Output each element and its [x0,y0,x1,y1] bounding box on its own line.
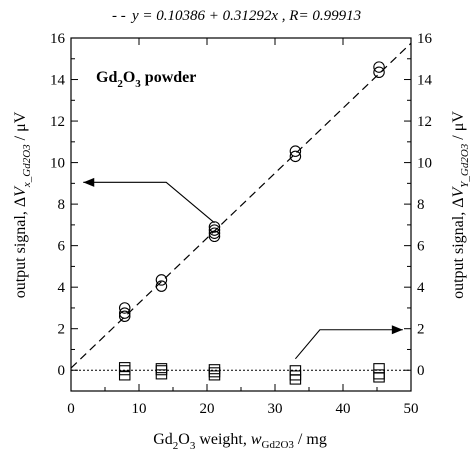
y-tick-label-right: 16 [417,31,433,47]
sample-annotation: Gd2O3 powder [96,69,196,90]
arrow-left-head [83,177,95,187]
fit-legend: - - y = 0.10386 + 0.31292x , R= 0.99913 [112,8,361,24]
circle-point [118,307,131,319]
y-axis-label-left: output signal, ΔVx_Gd2O3 / μV [12,111,33,298]
fit-line [70,42,412,369]
circle-point [289,150,302,163]
y-tick-label-right: 2 [417,322,425,338]
plot-area [70,37,412,392]
y-tick-label-left: 16 [50,31,66,47]
y-tick-label-left: 8 [58,197,66,213]
square-point [118,362,131,373]
arrow-left-line [83,181,215,224]
x-axis-ticks: 0 10 20 30 40 50 [67,38,419,417]
x-tick-label: 50 [404,401,419,417]
legend-equation: y = 0.10386 + 0.31292x , R= 0.99913 [130,8,361,24]
y-tick-label-right: 6 [417,239,425,255]
y-tick-label-left: 12 [50,114,65,130]
x-tick-label: 10 [132,401,147,417]
y-tick-label-left: 4 [58,280,66,296]
legend-line-sample: - - [112,8,126,24]
y-tick-label-right: 0 [417,363,425,379]
square-point [373,363,385,374]
circle-point [208,230,221,243]
circle-point [208,227,221,239]
x-tick-label: 40 [336,401,351,417]
circle-point [155,280,168,292]
square-point [373,369,385,380]
y-tick-label-left: 6 [58,239,66,255]
square-point [373,372,385,383]
square-point [208,367,221,378]
y-axis-label-right: output signal, ΔVY_Gd2O3 / μV [450,111,471,299]
square-point [208,370,221,381]
y-tick-label-right: 12 [417,114,432,130]
y-tick-label-right: 8 [417,197,425,213]
y-tick-label-right: 14 [417,73,433,89]
x-tick-label: 30 [268,401,283,417]
y-axis-ticks: 0 0 2 2 4 4 6 6 8 8 10 10 12 12 14 14 16 16 [50,31,433,379]
y-tick-label-left: 14 [50,73,66,89]
annotation-arrows [83,177,403,360]
y-tick-label-left: 2 [58,322,66,338]
square-point [289,370,302,381]
y-tick-label-right: 10 [417,156,432,172]
circle-point [155,274,168,286]
y-tick-label-left: 0 [58,363,66,379]
square-point [155,363,168,374]
x-tick-label: 0 [67,401,75,417]
square-point [208,364,221,375]
circle-point [208,221,221,233]
circle-point [118,310,131,322]
arrow-right-line [294,329,403,360]
y-tick-label-left: 10 [50,156,65,172]
circle-point [118,302,131,314]
x-axis-label: Gd2O3 weight, wGd2O3 / mg [153,431,327,452]
arrow-right-head [391,325,403,335]
square-point [289,365,302,376]
circle-point [373,66,385,79]
x-tick-label: 20 [200,401,215,417]
square-point [118,370,131,381]
circle-point [289,145,302,157]
plot-frame [70,37,412,392]
circle-point [208,224,221,236]
circle-point [373,61,385,73]
y-tick-label-right: 4 [417,280,425,296]
data-marks [118,61,385,385]
